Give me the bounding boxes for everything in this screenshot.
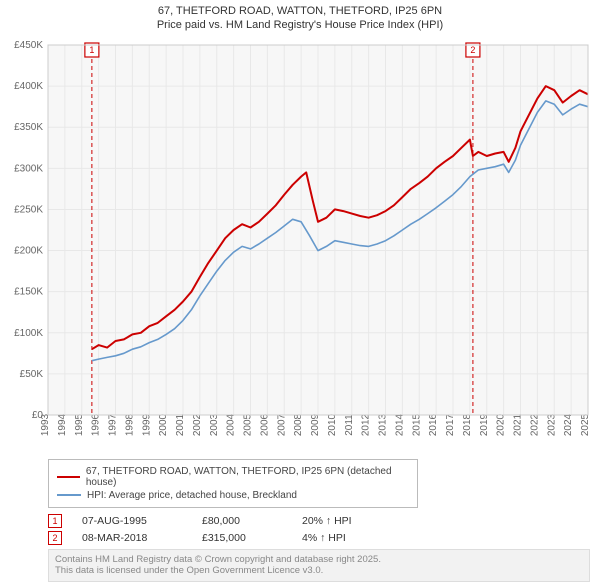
svg-text:2005: 2005 (243, 413, 254, 436)
svg-text:2020: 2020 (496, 413, 507, 436)
svg-text:2019: 2019 (479, 413, 490, 436)
svg-text:2011: 2011 (344, 413, 355, 435)
svg-text:1: 1 (89, 45, 94, 55)
sale-marker-icon: 1 (48, 514, 62, 528)
sale-price: £315,000 (202, 532, 282, 544)
svg-text:£150K: £150K (14, 286, 43, 297)
svg-text:2000: 2000 (158, 413, 169, 436)
svg-text:£450K: £450K (14, 40, 43, 51)
svg-text:2017: 2017 (445, 413, 456, 436)
line-chart: £0£50K£100K£150K£200K£250K£300K£350K£400… (0, 35, 600, 455)
svg-text:2018: 2018 (462, 413, 473, 436)
sale-price: £80,000 (202, 515, 282, 527)
sale-date: 07-AUG-1995 (82, 515, 182, 527)
svg-text:1998: 1998 (124, 413, 135, 436)
legend: 67, THETFORD ROAD, WATTON, THETFORD, IP2… (48, 459, 418, 508)
svg-text:2015: 2015 (411, 413, 422, 436)
svg-text:£400K: £400K (14, 81, 43, 92)
svg-text:2009: 2009 (310, 413, 321, 436)
svg-text:2016: 2016 (428, 413, 439, 436)
chart-area: £0£50K£100K£150K£200K£250K£300K£350K£400… (0, 35, 600, 455)
sale-delta: 4% ↑ HPI (302, 532, 346, 544)
svg-text:2004: 2004 (226, 413, 237, 436)
legend-item: HPI: Average price, detached house, Brec… (57, 490, 409, 501)
sale-points: 1 07-AUG-1995 £80,000 20% ↑ HPI 2 08-MAR… (48, 514, 590, 545)
svg-text:1993: 1993 (40, 413, 51, 436)
svg-text:£100K: £100K (14, 327, 43, 338)
svg-text:2001: 2001 (175, 413, 186, 436)
svg-text:1997: 1997 (108, 413, 119, 436)
chart-title: 67, THETFORD ROAD, WATTON, THETFORD, IP2… (0, 0, 600, 35)
svg-text:£50K: £50K (20, 368, 44, 379)
svg-text:2012: 2012 (361, 413, 372, 436)
legend-label: 67, THETFORD ROAD, WATTON, THETFORD, IP2… (86, 466, 409, 488)
svg-text:£250K: £250K (14, 204, 43, 215)
title-line2: Price paid vs. HM Land Registry's House … (0, 18, 600, 32)
sale-date: 08-MAR-2018 (82, 532, 182, 544)
svg-text:2: 2 (470, 45, 475, 55)
svg-text:£300K: £300K (14, 163, 43, 174)
svg-text:2021: 2021 (513, 413, 524, 436)
sale-marker-icon: 2 (48, 531, 62, 545)
title-line1: 67, THETFORD ROAD, WATTON, THETFORD, IP2… (0, 4, 600, 18)
svg-text:2008: 2008 (293, 413, 304, 436)
svg-text:2002: 2002 (192, 413, 203, 436)
legend-swatch (57, 494, 81, 496)
legend-item: 67, THETFORD ROAD, WATTON, THETFORD, IP2… (57, 466, 409, 488)
svg-text:1995: 1995 (74, 413, 85, 436)
legend-swatch (57, 476, 80, 478)
svg-text:2006: 2006 (259, 413, 270, 436)
svg-text:1996: 1996 (91, 413, 102, 436)
footer-line2: This data is licensed under the Open Gov… (55, 565, 583, 577)
svg-text:2013: 2013 (378, 413, 389, 436)
svg-text:2024: 2024 (563, 413, 574, 436)
sale-delta: 20% ↑ HPI (302, 515, 352, 527)
sale-row: 2 08-MAR-2018 £315,000 4% ↑ HPI (48, 531, 590, 545)
svg-text:2022: 2022 (529, 413, 540, 436)
svg-text:1999: 1999 (141, 413, 152, 436)
svg-text:£200K: £200K (14, 245, 43, 256)
svg-text:2003: 2003 (209, 413, 220, 436)
svg-text:2023: 2023 (546, 413, 557, 436)
sale-row: 1 07-AUG-1995 £80,000 20% ↑ HPI (48, 514, 590, 528)
svg-text:1994: 1994 (57, 413, 68, 436)
svg-text:2010: 2010 (327, 413, 338, 436)
svg-text:£350K: £350K (14, 122, 43, 133)
svg-text:2014: 2014 (394, 413, 405, 436)
legend-label: HPI: Average price, detached house, Brec… (87, 490, 297, 501)
footer-attribution: Contains HM Land Registry data © Crown c… (48, 549, 590, 582)
svg-text:2007: 2007 (276, 413, 287, 436)
svg-text:2025: 2025 (580, 413, 591, 436)
